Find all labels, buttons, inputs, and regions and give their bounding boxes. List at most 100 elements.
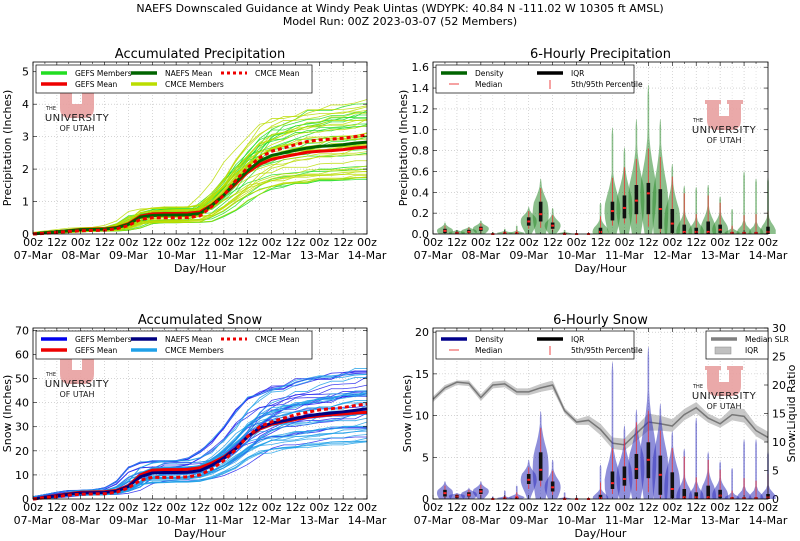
x-tick-label-hour: 12z: [238, 501, 258, 514]
x-tick-label-day: 08-Mar: [461, 249, 500, 262]
chart-title: Accumulated Snow: [138, 313, 263, 328]
legend-entry: GEFS Mean: [41, 80, 118, 89]
legend-box: [435, 64, 635, 94]
violin-density: [497, 490, 513, 499]
y-axis-label: Precipitation (Inches): [1, 90, 14, 207]
y-axis-label: Precipitation (Inches): [397, 90, 410, 207]
block-u-icon: [707, 102, 741, 130]
x-tick-label-day: 14-Mar: [348, 249, 387, 262]
model-run-subtitle: Model Run: 00Z 2023-03-07 (52 Members): [282, 15, 518, 28]
chart-title: Accumulated Precipitation: [115, 47, 285, 62]
legend-box: [35, 64, 313, 94]
y-tick-label: 5: [22, 66, 29, 79]
block-u-icon: [707, 368, 741, 396]
x-tick-label-hour: 12z: [591, 501, 611, 514]
violin-median-marker: [622, 477, 626, 480]
violin: [544, 459, 561, 499]
violin: [652, 119, 669, 234]
y-axis: 0.0 0.2 0.4 0.6 0.8 1.0 1.2 1.4 1.6: [412, 61, 768, 241]
violin-iqr-bar: [538, 452, 543, 481]
violin: [640, 347, 657, 499]
x-tick-label-day: 07-Mar: [14, 514, 53, 527]
violin-median-marker: [634, 467, 638, 470]
x-tick-label-day: 10-Mar: [157, 514, 196, 527]
x-tick-label-hour: 12z: [190, 501, 210, 514]
y-tick-label: 10: [415, 410, 429, 423]
x-tick-label-day: 11-Mar: [605, 514, 644, 527]
x-tick-label-hour: 00z: [357, 236, 377, 249]
violin: [688, 418, 704, 499]
y-tick-label: 70: [15, 324, 29, 337]
legend-entry: Median SLR: [711, 335, 789, 344]
y-tick-label-right: 20: [772, 379, 786, 392]
series-gefs-mean: [32, 410, 368, 501]
legend-label: NAEFS Mean: [165, 69, 212, 78]
legend-entry: 5th/95th Percentile: [549, 80, 643, 89]
ensemble-member-line: [32, 426, 367, 500]
legend-box: [705, 330, 769, 360]
violin: [508, 485, 525, 499]
x-tick-label-hour: 00z: [567, 501, 587, 514]
x-tick-label-hour: 12z: [638, 501, 658, 514]
violin-median-marker: [622, 206, 626, 209]
x-tick-label-day: 14-Mar: [348, 514, 387, 527]
logo-text-of-utah: OF UTAH: [59, 124, 94, 133]
x-tick-label-day: 11-Mar: [204, 514, 243, 527]
x-tick-label-hour: 12z: [686, 501, 706, 514]
violin-iqr-bar: [610, 471, 615, 489]
ensemble-member-line: [32, 394, 368, 500]
x-tick-label-hour: 00z: [166, 501, 186, 514]
legend-label: Density: [475, 69, 504, 78]
legend-entry: Median: [449, 80, 503, 89]
x-tick-label-hour: 12z: [95, 501, 115, 514]
violin-median-marker: [646, 192, 650, 195]
x-tick-label-hour: 12z: [734, 501, 754, 514]
x-tick-label-hour: 12z: [190, 236, 210, 249]
violin-median-marker: [670, 487, 674, 490]
x-tick-label-hour: 00z: [710, 236, 730, 249]
x-tick-label-day: 13-Mar: [701, 249, 740, 262]
ensemble-member-line: [32, 368, 367, 498]
ensemble-member-line: [32, 437, 368, 500]
legend-label: CMCE Mean: [255, 335, 300, 344]
y-tick-label-right: 0: [772, 493, 779, 506]
x-tick-label-hour: 12z: [286, 236, 306, 249]
x-tick-label-day: 10-Mar: [557, 249, 596, 262]
x-tick-label-hour: 00z: [214, 236, 234, 249]
x-tick-label-hour: 00z: [615, 501, 635, 514]
violin-median-marker: [527, 220, 531, 223]
x-tick-label-day: 11-Mar: [605, 249, 644, 262]
logo-text-of-utah: OF UTAH: [706, 402, 741, 411]
ensemble-member-line: [32, 106, 368, 233]
violin-iqr-bar: [670, 208, 675, 233]
block-u-serif-right: [727, 100, 743, 104]
x-tick-label-hour: 00z: [710, 501, 730, 514]
legend-label: CMCE Members: [165, 80, 224, 89]
x-tick-label-day: 12-Mar: [653, 249, 692, 262]
block-u-serif-left: [705, 366, 721, 370]
violins-group: [436, 84, 776, 235]
legend-right: Median SLR IQR: [705, 330, 789, 360]
legend-entry: GEFS Members: [41, 69, 132, 78]
violin-median-marker: [467, 230, 471, 233]
x-tick-label-day: 08-Mar: [61, 249, 100, 262]
x-tick-label-hour: 12z: [142, 236, 162, 249]
violin: [520, 459, 537, 499]
legend: Density Median IQR 5th/95th Percentile: [435, 64, 643, 94]
x-tick-label-day: 09-Mar: [109, 249, 148, 262]
violin: [544, 207, 561, 234]
violin-median-marker: [539, 213, 543, 216]
x-tick-label-hour: 12z: [447, 236, 467, 249]
violin-iqr-bar: [538, 201, 543, 222]
x-tick-label-hour: 00z: [214, 501, 234, 514]
violin-density: [556, 492, 573, 499]
legend-entry: CMCE Members: [131, 346, 224, 355]
block-u-serif-right: [727, 366, 743, 370]
legend-entry: Density: [441, 69, 504, 78]
legend-label: IQR: [745, 346, 758, 355]
x-tick-label-hour: 12z: [686, 236, 706, 249]
violin-density: [688, 418, 704, 499]
x-tick-label-day: 12-Mar: [252, 249, 291, 262]
x-tick-label-hour: 00z: [166, 236, 186, 249]
ensemble-member-line: [32, 429, 368, 500]
